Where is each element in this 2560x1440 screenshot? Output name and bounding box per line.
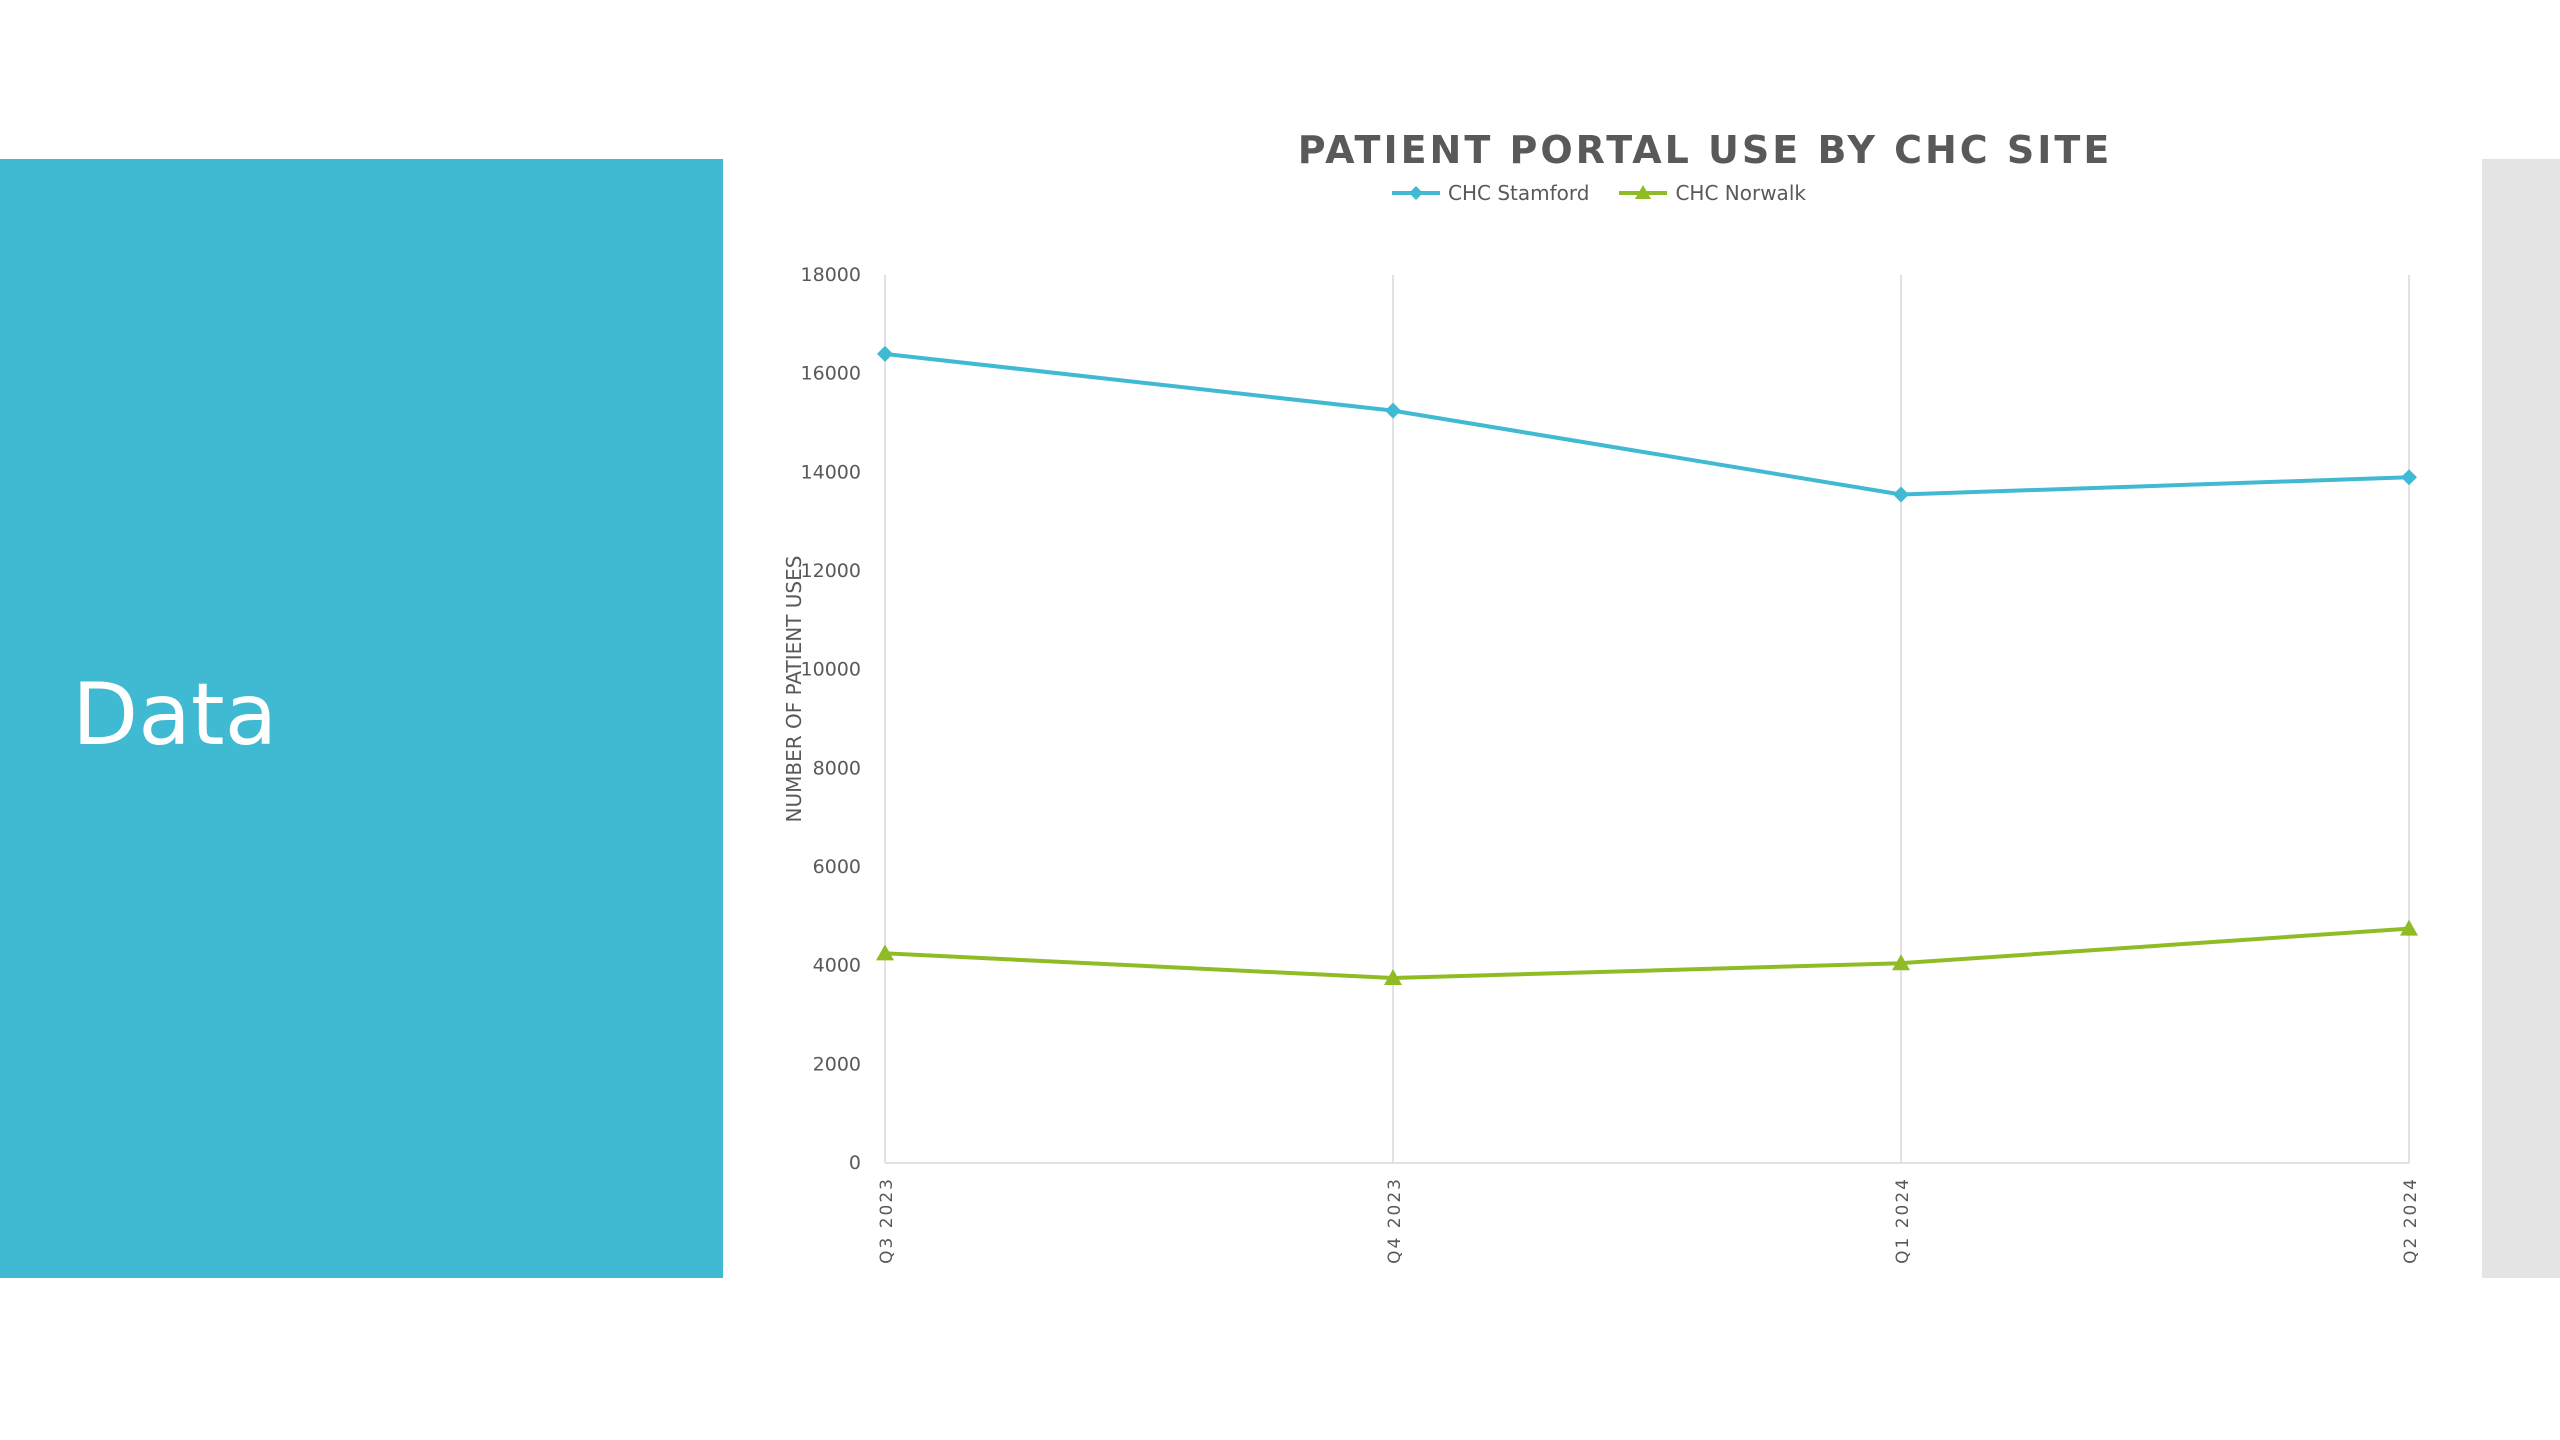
legend-item-stamford: CHC Stamford: [1390, 181, 1589, 205]
data-point-triangle: [1384, 969, 1402, 985]
y-tick-label: 10000: [801, 659, 861, 681]
data-point-diamond: [1385, 402, 1401, 419]
y-tick-label: 8000: [813, 757, 861, 779]
series-line-1: [884, 351, 2410, 497]
legend-label-stamford: CHC Stamford: [1448, 181, 1590, 205]
right-accent-panel: [2482, 159, 2560, 1278]
data-point-diamond: [2401, 469, 2417, 486]
y-tick-label: 12000: [801, 560, 861, 582]
legend-label-norwalk: CHC Norwalk: [1675, 181, 1806, 205]
chart-title: PATIENT PORTAL USE BY CHC SITE: [1297, 128, 2113, 172]
y-tick-label: 18000: [801, 264, 861, 286]
x-tick-label: Q2 2024: [2401, 1177, 2421, 1264]
slide-title: Data: [72, 665, 278, 765]
chart-legend: CHC Stamford CHC Norwalk: [1390, 178, 1830, 208]
x-tick-label: Q1 2024: [1893, 1177, 1913, 1264]
x-tick-label: Q3 2023: [877, 1177, 897, 1264]
y-tick-label: 14000: [801, 461, 861, 483]
data-point-triangle: [2400, 919, 2418, 936]
y-tick-label: 4000: [813, 955, 861, 977]
y-tick-label: 6000: [813, 856, 861, 878]
data-point-triangle: [1892, 954, 1910, 971]
data-point-diamond: [877, 345, 893, 362]
legend-swatch-norwalk: [1617, 181, 1669, 205]
y-tick-label: 2000: [813, 1053, 861, 1075]
left-accent-panel: [0, 159, 723, 1278]
legend-swatch-stamford: [1390, 181, 1442, 205]
y-axis-title: NUMBER OF PATIENT USES: [782, 556, 806, 823]
data-point-diamond: [1893, 486, 1909, 503]
series-line-2: [884, 926, 2410, 980]
y-tick-label: 0: [849, 1152, 861, 1174]
legend-item-norwalk: CHC Norwalk: [1617, 181, 1806, 205]
y-tick-label: 16000: [801, 363, 861, 385]
data-point-triangle: [876, 944, 894, 961]
x-tick-label: Q4 2023: [1385, 1177, 1405, 1264]
line-chart: 0 2000 4000 6000 8000 10000 12000 14000 16000 180…: [782, 264, 2421, 1264]
